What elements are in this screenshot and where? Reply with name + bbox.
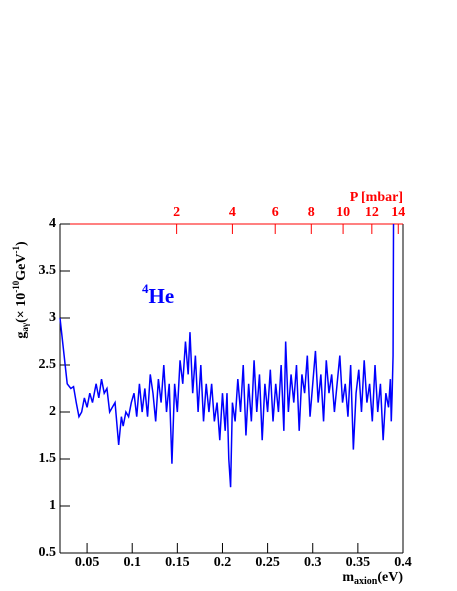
annotation-part: 4 <box>142 281 149 296</box>
y-axis-label: gaγ(× 10-10GeV-1) <box>11 241 30 339</box>
x-tick-label: 0.25 <box>255 555 280 570</box>
annotation: 4He <box>142 281 174 308</box>
y-tick-label: 2.5 <box>39 357 57 372</box>
y-label-part: (× 10 <box>14 293 29 323</box>
x-tick-label: 0.4 <box>394 555 412 570</box>
x-label-part: m <box>342 570 354 585</box>
y-label-part: -10 <box>11 280 21 292</box>
top-axis-label: P [mbar] <box>350 190 403 205</box>
y-label-part: GeV <box>14 254 29 281</box>
x-axis-label: maxion(eV) <box>342 570 403 587</box>
y-tick-label: 4 <box>49 216 56 231</box>
data-line <box>59 223 395 488</box>
y-tick-label: 3 <box>49 310 56 325</box>
y-tick-label: 0.5 <box>39 545 57 560</box>
top-tick-label: 6 <box>272 205 279 220</box>
x-tick-label: 0.1 <box>123 555 141 570</box>
y-tick-label: 1.5 <box>39 451 57 466</box>
y-label-part: ) <box>14 241 29 246</box>
y-tick-label: 2 <box>49 404 56 419</box>
x-tick-label: 0.35 <box>346 555 371 570</box>
x-label-part: (eV) <box>377 570 403 585</box>
x-tick-label: 0.15 <box>165 555 190 570</box>
x-tick-label: 0.2 <box>214 555 232 570</box>
y-tick-label: 1 <box>49 498 56 513</box>
top-tick-label: 12 <box>365 205 379 220</box>
x-label-part: axion <box>354 576 378 587</box>
top-tick-label: 4 <box>229 205 236 220</box>
y-label-part: g <box>14 332 29 339</box>
x-tick-label: 0.3 <box>304 555 322 570</box>
x-tick-label: 0.05 <box>75 555 100 570</box>
top-tick-label: 14 <box>391 205 405 220</box>
top-tick-label: 8 <box>308 205 315 220</box>
y-tick-label: 3.5 <box>39 263 57 278</box>
y-label-part: -1 <box>11 246 21 254</box>
y-label-part: aγ <box>20 322 30 332</box>
top-tick-label: 10 <box>336 205 350 220</box>
annotation-part: He <box>149 284 175 308</box>
top-tick-label: 2 <box>173 205 180 220</box>
